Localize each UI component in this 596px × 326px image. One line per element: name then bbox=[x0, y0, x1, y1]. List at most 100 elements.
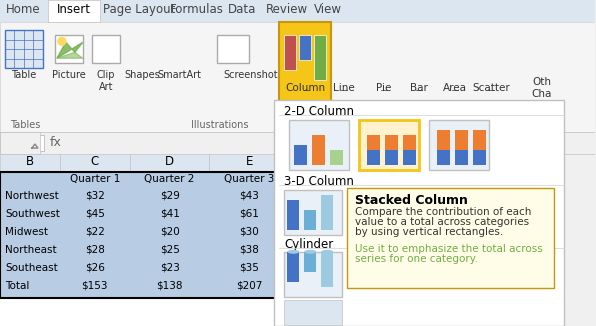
Bar bbox=[312, 135, 325, 165]
Bar bbox=[289, 120, 349, 170]
Text: Column: Column bbox=[285, 83, 325, 93]
Text: $35: $35 bbox=[240, 263, 259, 273]
Text: Quarter 2: Quarter 2 bbox=[144, 174, 195, 184]
Text: View: View bbox=[314, 3, 342, 16]
Text: Line: Line bbox=[333, 83, 355, 93]
Text: $28: $28 bbox=[85, 245, 105, 255]
Text: by using vertical rectangles.: by using vertical rectangles. bbox=[355, 227, 504, 237]
Text: value to a total across categories: value to a total across categories bbox=[355, 217, 529, 227]
Text: $32: $32 bbox=[85, 191, 105, 201]
Text: $153: $153 bbox=[82, 281, 108, 291]
Text: $41: $41 bbox=[160, 209, 179, 219]
Bar bbox=[299, 35, 311, 60]
Polygon shape bbox=[57, 42, 83, 58]
Text: Northwest: Northwest bbox=[5, 191, 59, 201]
Text: Pie: Pie bbox=[376, 83, 392, 93]
Text: Review: Review bbox=[266, 3, 308, 16]
Text: Insert: Insert bbox=[57, 3, 91, 16]
Text: $30: $30 bbox=[240, 227, 259, 237]
Text: Table: Table bbox=[11, 70, 36, 80]
Text: $26: $26 bbox=[85, 263, 105, 273]
Bar bbox=[347, 188, 554, 288]
Text: $138: $138 bbox=[156, 281, 183, 291]
Text: Compare the contribution of each: Compare the contribution of each bbox=[355, 207, 532, 217]
Text: $: $ bbox=[326, 263, 333, 273]
Bar bbox=[0, 154, 558, 326]
Bar bbox=[5, 30, 43, 68]
Bar bbox=[385, 150, 398, 165]
Ellipse shape bbox=[287, 250, 299, 254]
Text: $: $ bbox=[326, 191, 333, 201]
Bar bbox=[55, 35, 83, 63]
Text: $23: $23 bbox=[160, 263, 179, 273]
Text: J: J bbox=[437, 155, 440, 168]
Text: Quarte: Quarte bbox=[311, 174, 347, 184]
Bar bbox=[0, 172, 369, 298]
Bar bbox=[287, 252, 299, 282]
Bar bbox=[0, 132, 40, 154]
Bar bbox=[294, 145, 308, 165]
Bar bbox=[48, 0, 100, 22]
Bar bbox=[367, 135, 380, 150]
Text: $: $ bbox=[326, 209, 333, 219]
Text: Shapes: Shapes bbox=[125, 70, 160, 80]
Bar bbox=[0, 154, 558, 172]
Text: Northeast: Northeast bbox=[5, 245, 57, 255]
Bar bbox=[447, 154, 558, 326]
Text: $207: $207 bbox=[236, 281, 263, 291]
Text: 2-D Column: 2-D Column bbox=[284, 105, 354, 118]
Text: Total: Total bbox=[5, 281, 29, 291]
Text: Data: Data bbox=[228, 3, 257, 16]
Text: 3-D Column: 3-D Column bbox=[284, 175, 354, 188]
Text: B: B bbox=[26, 155, 34, 168]
Text: Bar: Bar bbox=[410, 83, 428, 93]
Text: $38: $38 bbox=[240, 245, 259, 255]
Bar bbox=[473, 130, 486, 150]
Text: $22: $22 bbox=[85, 227, 105, 237]
Bar bbox=[4, 135, 44, 151]
Bar bbox=[321, 252, 333, 287]
Bar bbox=[284, 252, 342, 297]
Text: Area: Area bbox=[443, 83, 467, 93]
Bar bbox=[280, 22, 331, 112]
Text: Clip
Art: Clip Art bbox=[97, 70, 115, 92]
Text: Illustrations: Illustrations bbox=[191, 120, 248, 130]
Bar bbox=[314, 35, 326, 80]
Bar bbox=[367, 150, 380, 165]
Text: Page Layout: Page Layout bbox=[103, 3, 175, 16]
Text: $45: $45 bbox=[85, 209, 105, 219]
Bar bbox=[455, 130, 468, 165]
Text: Stacked Column: Stacked Column bbox=[355, 194, 468, 207]
Text: $: $ bbox=[326, 227, 333, 237]
Bar bbox=[274, 100, 564, 326]
Bar bbox=[0, 132, 595, 154]
Text: Tables: Tables bbox=[10, 120, 40, 130]
Text: Screenshot: Screenshot bbox=[224, 70, 278, 80]
Bar bbox=[473, 130, 486, 165]
Text: $2: $2 bbox=[322, 281, 336, 291]
Text: Formulas: Formulas bbox=[170, 3, 224, 16]
Text: SmartArt: SmartArt bbox=[157, 70, 201, 80]
Text: Picture: Picture bbox=[52, 70, 86, 80]
Bar bbox=[304, 252, 316, 272]
Text: Quarter 1: Quarter 1 bbox=[70, 174, 120, 184]
Bar bbox=[429, 120, 489, 170]
Bar bbox=[284, 300, 342, 325]
Bar bbox=[218, 35, 249, 63]
Polygon shape bbox=[57, 52, 83, 58]
Text: $25: $25 bbox=[160, 245, 179, 255]
Bar bbox=[304, 210, 316, 230]
Text: J: J bbox=[487, 155, 491, 168]
Bar bbox=[284, 35, 296, 70]
Text: Cylinder: Cylinder bbox=[284, 238, 334, 251]
Text: F: F bbox=[401, 155, 407, 168]
Bar bbox=[403, 135, 416, 150]
Bar bbox=[92, 35, 120, 63]
Bar bbox=[321, 195, 333, 230]
Text: $29: $29 bbox=[160, 191, 179, 201]
Text: Quarter 3: Quarter 3 bbox=[224, 174, 275, 184]
Text: F: F bbox=[326, 155, 333, 168]
Circle shape bbox=[58, 37, 66, 45]
Bar bbox=[403, 150, 416, 165]
Text: fx: fx bbox=[50, 136, 62, 149]
